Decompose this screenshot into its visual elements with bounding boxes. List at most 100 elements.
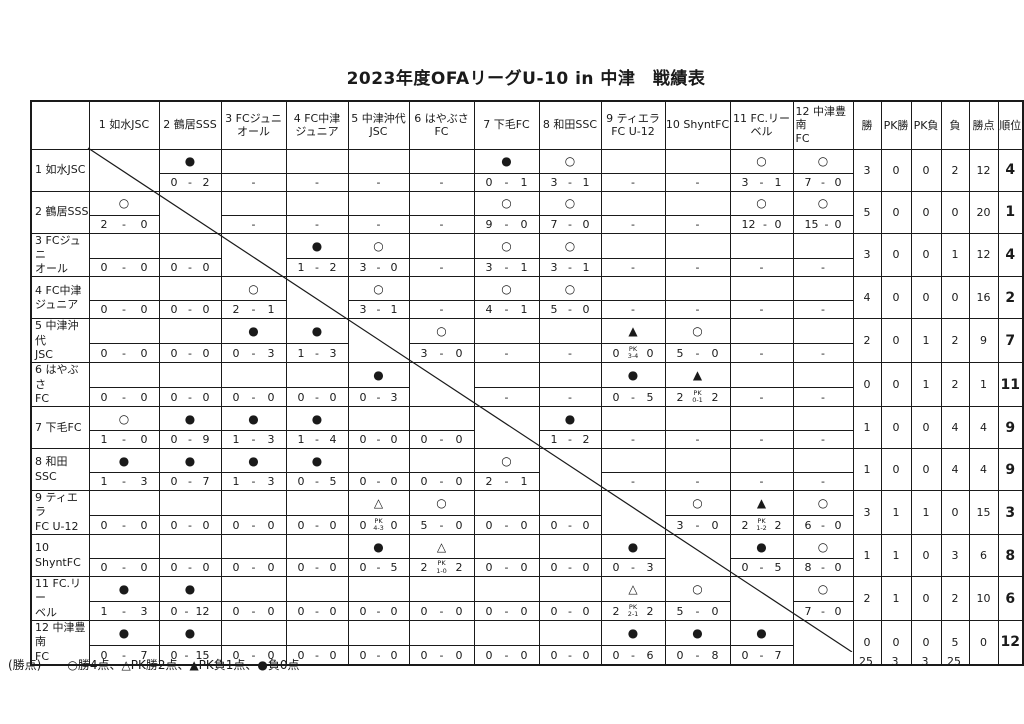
result-symbol-cell bbox=[158, 232, 222, 259]
result-symbol-cell bbox=[158, 276, 222, 302]
result-symbol-cell: ● bbox=[158, 406, 222, 432]
score-cell: 1-4 bbox=[285, 430, 349, 450]
result-symbol-cell bbox=[88, 490, 160, 517]
score-cell: 0 PK 3-4 0 bbox=[600, 343, 666, 364]
result-symbol-cell bbox=[664, 232, 731, 259]
result-symbol-cell bbox=[473, 318, 540, 345]
team-row: 8 和田SSC ● ● ● ● ○ 1 0 0 4 4 9 bbox=[30, 448, 1024, 492]
stat-points-cell: 4 bbox=[968, 406, 999, 450]
stat-points-cell: 6 bbox=[968, 534, 999, 578]
result-symbol-cell bbox=[347, 448, 410, 474]
result-symbol-cell bbox=[220, 148, 287, 174]
score-cell: 3-0 bbox=[347, 257, 410, 278]
score-cell: 0-12 bbox=[158, 601, 222, 621]
self-match-cell bbox=[538, 448, 602, 492]
stat-points-cell: 20 bbox=[968, 190, 999, 234]
team-label: 10 ShyntFC bbox=[30, 534, 90, 578]
self-match-cell bbox=[158, 190, 222, 234]
stat-pkwin-cell: 0 bbox=[880, 190, 912, 234]
result-symbol-cell: ● bbox=[285, 406, 349, 432]
result-symbol-cell: ○ bbox=[538, 148, 602, 174]
result-symbol-cell: ○ bbox=[473, 232, 540, 259]
score-cell: - bbox=[792, 343, 854, 364]
score-cell: - bbox=[285, 214, 349, 234]
score-cell: - bbox=[729, 430, 794, 450]
score-cell: - bbox=[664, 472, 731, 492]
result-symbol-cell bbox=[473, 576, 540, 603]
score-cell: 0-6 bbox=[600, 645, 666, 666]
column-header-stat: 順位 bbox=[997, 100, 1024, 150]
score-cell: 0-0 bbox=[538, 601, 602, 621]
result-symbol-cell bbox=[408, 190, 475, 216]
total-losses: 25 bbox=[947, 655, 961, 668]
page-title: 2023年度OFAリーグU-10 in 中津 戦績表 bbox=[346, 69, 706, 89]
result-symbol-cell: ● bbox=[220, 448, 287, 474]
score-cell: - bbox=[664, 172, 731, 192]
score-cell: - bbox=[792, 430, 854, 450]
score-cell: 0-0 bbox=[158, 558, 222, 578]
score-cell: - bbox=[285, 172, 349, 192]
stat-points-cell: 10 bbox=[968, 576, 999, 621]
score-cell: 7-0 bbox=[792, 601, 854, 621]
result-symbol-cell: ○ bbox=[347, 276, 410, 302]
stat-win-cell: 3 bbox=[852, 490, 882, 536]
stat-pkloss-cell: 1 bbox=[910, 490, 942, 536]
result-symbol-cell bbox=[347, 619, 410, 647]
column-header-team: 4 FC中津 ジュニア bbox=[285, 100, 349, 150]
result-symbol-cell bbox=[792, 406, 854, 432]
rank-cell: 1 bbox=[997, 190, 1024, 234]
rank-cell: 4 bbox=[997, 148, 1024, 192]
result-symbol-cell bbox=[285, 190, 349, 216]
score-cell: 1-0 bbox=[88, 430, 160, 450]
result-symbol-cell bbox=[408, 448, 475, 474]
result-symbol-cell bbox=[158, 362, 222, 389]
team-label: 12 中津豊南 FC bbox=[30, 619, 90, 666]
score-cell: 0-0 bbox=[285, 558, 349, 578]
score-cell: 4-1 bbox=[473, 300, 540, 320]
score-cell: 0-0 bbox=[347, 601, 410, 621]
rank-cell: 2 bbox=[997, 276, 1024, 320]
score-cell: 0 PK 4-3 0 bbox=[347, 515, 410, 536]
score-cell: - bbox=[408, 300, 475, 320]
score-cell: 1-3 bbox=[88, 472, 160, 492]
score-cell: 0-0 bbox=[347, 430, 410, 450]
result-symbol-cell bbox=[220, 190, 287, 216]
result-symbol-cell bbox=[347, 190, 410, 216]
column-header-stat: 負 bbox=[940, 100, 970, 150]
result-symbol-cell bbox=[600, 232, 666, 259]
score-cell: 0-3 bbox=[220, 343, 287, 364]
score-cell: - bbox=[664, 257, 731, 278]
stat-win-cell: 0 bbox=[852, 619, 882, 666]
result-symbol-cell: ▲ bbox=[664, 362, 731, 389]
score-cell: - bbox=[664, 300, 731, 320]
result-symbol-cell bbox=[220, 362, 287, 389]
stat-pkloss-cell: 0 bbox=[910, 232, 942, 278]
result-symbol-cell bbox=[347, 148, 410, 174]
score-cell: - bbox=[600, 172, 666, 192]
stat-pkloss-cell: 0 bbox=[910, 190, 942, 234]
result-symbol-cell: ○ bbox=[408, 318, 475, 345]
stat-win-cell: 2 bbox=[852, 318, 882, 364]
result-symbol-cell bbox=[538, 362, 602, 389]
score-cell: 0-3 bbox=[600, 558, 666, 578]
stat-points-cell: 0 bbox=[968, 619, 999, 666]
stat-points-cell: 16 bbox=[968, 276, 999, 320]
result-symbol-cell: ● bbox=[347, 362, 410, 389]
score-cell: 5-0 bbox=[664, 343, 731, 364]
result-symbol-cell bbox=[347, 406, 410, 432]
result-symbol-cell bbox=[600, 190, 666, 216]
team-label: 9 ティエラ FC U-12 bbox=[30, 490, 90, 536]
score-cell: 0-0 bbox=[88, 343, 160, 364]
result-symbol-cell: ● bbox=[538, 406, 602, 432]
score-cell: 0-0 bbox=[408, 601, 475, 621]
result-symbol-cell bbox=[88, 534, 160, 560]
team-label: 2 鶴居SSS bbox=[30, 190, 90, 234]
score-cell: 7-0 bbox=[538, 214, 602, 234]
result-symbol-cell: ● bbox=[729, 534, 794, 560]
team-label: 6 はやぶさ FC bbox=[30, 362, 90, 408]
result-symbol-cell bbox=[664, 190, 731, 216]
score-cell: 1-3 bbox=[220, 430, 287, 450]
score-cell: 0-0 bbox=[88, 515, 160, 536]
score-cell: 5-0 bbox=[408, 515, 475, 536]
stat-pkwin-cell: 1 bbox=[880, 576, 912, 621]
